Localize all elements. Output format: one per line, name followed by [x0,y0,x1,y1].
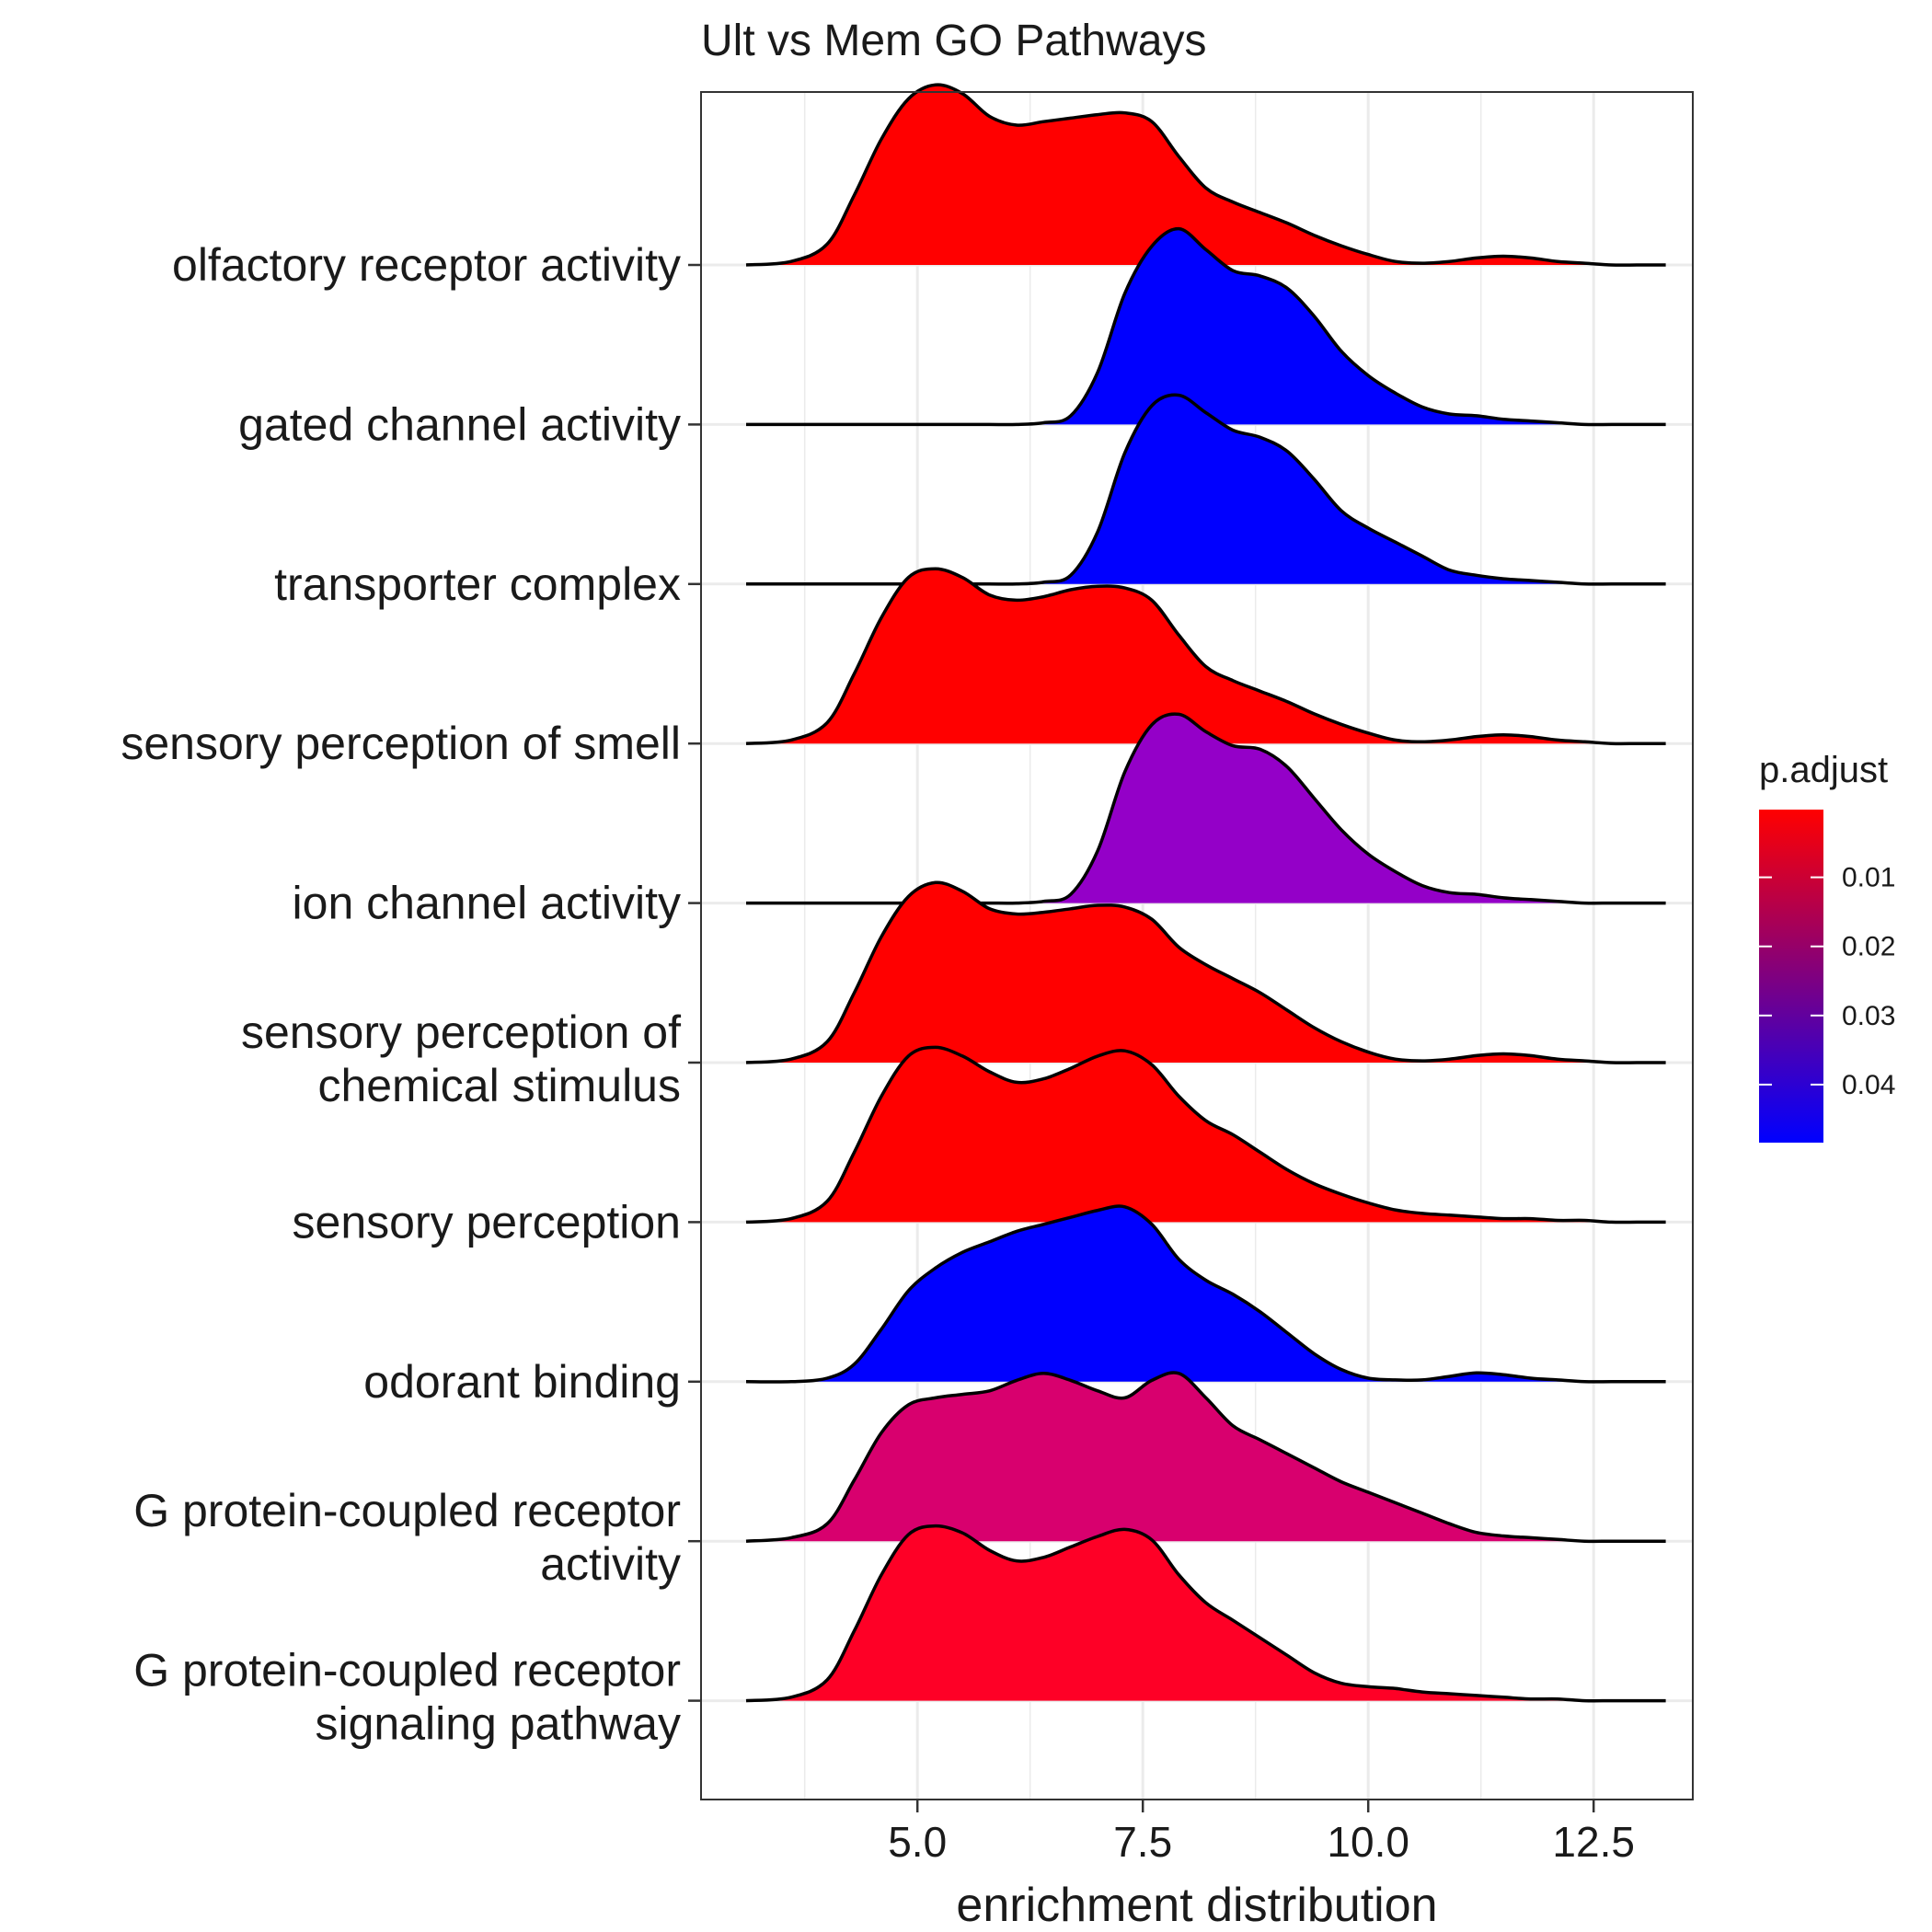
ridge-fill [746,882,1666,1064]
x-tick-label: 12.5 [1552,1818,1635,1866]
ridge-fill [746,1372,1666,1542]
ridge-fill [746,569,1666,744]
x-tick-label: 10.0 [1327,1818,1409,1866]
y-tick-label: chemical stimulus [317,1060,681,1111]
panel-border [700,91,1694,1800]
ridge [745,567,1666,746]
legend: p.adjust 0.01 0.02 0.03 0.04 [1759,750,1895,1143]
ridge-outline [745,880,1666,1064]
ridge-fill [746,1525,1666,1701]
legend-tick-label: 0.02 [1842,932,1895,962]
legend-tick-label: 0.03 [1842,1001,1895,1031]
y-tick-label: gated channel activity [238,398,681,450]
ridge [746,226,1666,427]
legend-colorbar [1759,810,1823,1143]
y-tick-label: G protein-coupled receptor [133,1645,681,1696]
y-tick-label: transporter complex [274,558,681,610]
legend-title: p.adjust [1759,750,1888,790]
x-axis: 5.0 7.5 10.0 12.5 [888,1800,1635,1866]
ridge [745,1045,1666,1225]
legend-tick-label: 0.01 [1842,863,1895,893]
ridge-outline [746,226,1666,427]
ridge-outline [745,1204,1666,1384]
legend-tick-label: 0.04 [1842,1070,1895,1100]
y-tick-label: sensory perception of smell [121,718,681,769]
y-tick-label: sensory perception [293,1196,681,1248]
ridge-outline [745,1371,1666,1544]
ridge [745,1524,1666,1703]
y-tick-label: sensory perception of [241,1006,681,1058]
y-tick-label: G protein-coupled receptor [133,1485,681,1536]
chart-title: Ult vs Mem GO Pathways [701,17,1206,65]
ridge [745,880,1666,1064]
y-tick-label: activity [540,1538,681,1590]
y-tick-label: olfactory receptor activity [172,239,681,291]
y-tick-label: signaling pathway [316,1698,682,1750]
ridge [745,1204,1666,1384]
ridge-outline [745,567,1666,746]
ridge [745,83,1666,267]
ridge-outline [745,1524,1666,1703]
ridge-fill [746,714,1666,903]
ridge-fill [746,85,1666,266]
y-tick-label: ion channel activity [293,878,681,929]
x-tick-label: 5.0 [888,1818,947,1866]
ridge-fill [746,395,1666,584]
y-axis: olfactory receptor activity gated channel… [121,239,701,1750]
ridge-outline [745,1045,1666,1225]
y-tick-label: odorant binding [363,1356,681,1408]
ridge-fill [746,1206,1666,1383]
ridge [745,1371,1666,1544]
x-tick-label: 7.5 [1113,1818,1172,1866]
ridge-fill [746,1047,1666,1223]
density-ridges [745,83,1666,1703]
ridge-fill [746,228,1666,425]
x-axis-title: enrichment distribution [956,1879,1437,1932]
ridge-outline [745,83,1666,267]
